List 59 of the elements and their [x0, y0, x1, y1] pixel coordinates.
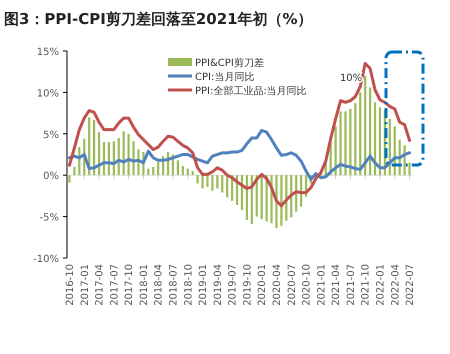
x-tick-label: 2018-04	[154, 264, 165, 306]
bar	[216, 175, 218, 188]
x-tick-label: 2022-04	[390, 264, 402, 306]
bar	[88, 117, 90, 176]
x-tick-label: 2020-07	[286, 264, 298, 306]
bar	[359, 92, 362, 176]
bar	[226, 175, 228, 198]
bar	[182, 166, 184, 176]
x-tick-label: 2019-01	[198, 264, 210, 306]
bar	[250, 175, 253, 224]
y-tick-label: -5%	[40, 212, 59, 224]
bar	[364, 76, 366, 176]
bar	[211, 175, 214, 191]
x-tick-label: 2021-10	[360, 264, 372, 306]
bar	[186, 168, 189, 176]
x-tick-label: 2022-07	[405, 264, 416, 306]
line-series	[68, 128, 412, 181]
bar	[147, 168, 150, 176]
x-tick-label: 2018-10	[183, 264, 194, 306]
legend-label: PPI&CPI剪刀差	[195, 57, 264, 69]
x-tick-label: 2020-01	[257, 264, 268, 306]
x-tick-label: 2017-04	[94, 264, 106, 306]
bar	[354, 103, 356, 176]
x-tick-label: 2019-07	[228, 264, 239, 306]
y-tick-label: 15%	[36, 47, 59, 58]
x-tick-label: 2019-10	[242, 264, 254, 306]
x-tick-label: 2017-01	[80, 264, 91, 306]
bar	[221, 175, 224, 193]
bar	[118, 138, 120, 176]
chart-title: 图3：PPI-CPI剪刀差回落至2021年初（%）	[4, 10, 313, 28]
y-tick-label: 5%	[43, 130, 59, 141]
bar	[295, 175, 298, 212]
bar	[285, 175, 288, 221]
legend-label: CPI:当月同比	[195, 71, 254, 83]
x-tick-label: 2018-07	[168, 264, 180, 306]
x-tick-label: 2019-04	[212, 264, 224, 306]
y-tick-label: -10%	[33, 254, 59, 265]
x-tick-label: 2022-01	[375, 264, 386, 306]
bar	[152, 166, 154, 176]
x-tick-label: 2017-07	[109, 264, 120, 306]
x-tick-label: 2021-01	[316, 264, 328, 306]
y-tick-label: 10%	[36, 88, 59, 100]
x-tick-label: 2017-10	[124, 264, 136, 306]
bar	[122, 131, 125, 176]
bar	[260, 175, 263, 220]
x-tick-label: 2016-10	[64, 264, 76, 306]
y-tick-label: 0%	[43, 171, 59, 182]
x-tick-label: 2020-10	[302, 264, 313, 306]
legend-label: PPI:全部工业品:当月同比	[195, 85, 307, 97]
bar	[196, 175, 199, 184]
bar	[157, 162, 160, 176]
x-tick-label: 2021-04	[331, 264, 342, 306]
bar	[388, 118, 391, 176]
x-tick-label: 2021-07	[346, 264, 357, 306]
x-tick-label: 2020-04	[272, 264, 283, 306]
bar	[290, 175, 292, 218]
bar	[192, 171, 194, 176]
x-tick-label: 2018-01	[138, 264, 150, 306]
bar	[68, 175, 71, 183]
